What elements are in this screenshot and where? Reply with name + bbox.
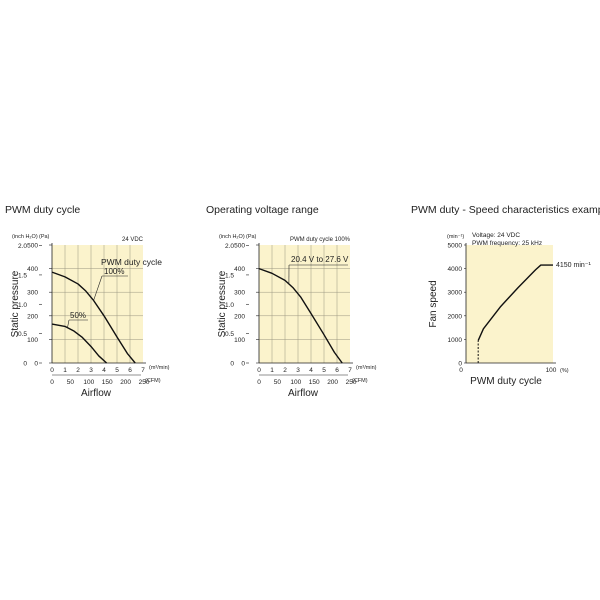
chart1-xtick-cfm: 200 <box>120 379 131 386</box>
chart2-xtick-cfm: 200 <box>327 379 338 386</box>
chart3-plot-area <box>466 245 553 363</box>
chart1-leader-100 <box>93 275 103 301</box>
chart2-ytick-pa: 400 <box>234 266 245 273</box>
chart2-ytick-pa: 500 <box>234 243 245 250</box>
chart2-ytick-inch: 0 <box>230 361 234 368</box>
chart2-series-line <box>258 267 343 364</box>
chart2-xtick: 6 <box>335 367 339 374</box>
chart3-ytick: 0 <box>458 361 462 368</box>
chart2-note: PWM duty cycle 100% <box>290 237 351 243</box>
chart1-xtick: 7 <box>141 367 145 374</box>
chart2-xtick-cfm: 250 <box>346 379 357 386</box>
chart2-y-unit-pa: (Pa) <box>246 234 257 240</box>
chart1-ylabel: Static pressure <box>10 270 21 337</box>
chart1-xtick: 0 <box>50 367 54 374</box>
chart1-series-line <box>51 323 108 364</box>
chart1-y-unit-inch: (inch H₂O) <box>12 234 38 240</box>
chart1-xtick-cfm: 150 <box>102 379 113 386</box>
chart1-title: PWM duty cycle <box>5 204 81 216</box>
chart1-xlabel: Airflow <box>81 388 112 399</box>
chart1-ytick-pa: 100 <box>27 337 38 344</box>
chart3-series-line <box>477 264 553 341</box>
chart3-ytick: 4000 <box>448 266 463 273</box>
chart2-xtick-cfm: 150 <box>309 379 320 386</box>
chart1-ytick-inch: 0 <box>23 361 27 368</box>
chart2-xtick: 7 <box>348 367 352 374</box>
chart3-xtick: 100 <box>546 367 557 374</box>
chart1-annotation-50: 50% <box>70 311 86 320</box>
chart2-xtick: 4 <box>309 367 313 374</box>
chart3-xtick: 0 <box>459 367 463 374</box>
chart3-ylabel: Fan speed <box>428 280 439 327</box>
chart2-xtick: 1 <box>270 367 274 374</box>
chart1-xtick: 3 <box>89 367 93 374</box>
chart2-ylabel: Static pressure <box>217 270 228 337</box>
chart2-xtick-cfm: 100 <box>290 379 301 386</box>
chart1-xtick: 5 <box>115 367 119 374</box>
chart1-annotation-pwm: PWM duty cycle <box>101 257 162 267</box>
chart1-ytick-pa: 500 <box>27 243 38 250</box>
chart3-y-unit: (min⁻¹) <box>447 234 464 240</box>
chart3-note-voltage: Voltage: 24 VDC <box>472 232 520 239</box>
chart3-ytick: 1000 <box>448 337 463 344</box>
chart1-ytick-pa: 400 <box>27 266 38 273</box>
chart3-ytick: 2000 <box>448 313 463 320</box>
chart1-y-unit-pa: (Pa) <box>39 234 50 240</box>
chart1-ytick-pa: 200 <box>27 313 38 320</box>
chart1-xtick-cfm: 50 <box>67 379 75 386</box>
chart2-ytick-inch: 2.0 <box>225 243 234 250</box>
chart3-title: PWM duty - Speed characteristics example <box>411 204 600 216</box>
chart1-note: 24 VDC <box>122 237 144 243</box>
chart1-ytick-pa: 300 <box>27 290 38 297</box>
chart1-x-unit-cfm: (CFM) <box>145 378 161 384</box>
chart1-xtick-cfm: 100 <box>83 379 94 386</box>
chart1-ytick-inch: 1.0 <box>18 302 27 309</box>
chart2-ytick-pa: 200 <box>234 313 245 320</box>
chart2-xtick: 0 <box>257 367 261 374</box>
chart1-x-unit-m3: (m³/min) <box>149 365 170 371</box>
chart1-xtick-cfm: 0 <box>50 379 54 386</box>
chart1-xtick-cfm: 250 <box>139 379 150 386</box>
chart2-xtick: 5 <box>322 367 326 374</box>
chart1-xtick: 4 <box>102 367 106 374</box>
chart2-ytick-pa: 300 <box>234 290 245 297</box>
chart1-xtick: 1 <box>63 367 67 374</box>
chart2-xlabel: Airflow <box>288 388 319 399</box>
chart2-xtick-cfm: 0 <box>257 379 261 386</box>
chart2-annotation-voltage: 20.4 V to 27.6 V <box>291 255 349 264</box>
chart1-ytick-inch: 1.5 <box>18 272 27 279</box>
chart2-title: Operating voltage range <box>206 204 319 216</box>
chart1-xtick: 2 <box>76 367 80 374</box>
chart3-note-frequency: PWM frequency: 25 kHz <box>472 240 542 247</box>
chart1-xtick: 6 <box>128 367 132 374</box>
chart3-annotation-max: 4150 min⁻¹ <box>556 262 591 269</box>
chart1-annotation-100: 100% <box>104 267 124 276</box>
chart3-xlabel: PWM duty cycle <box>470 376 542 387</box>
chart2-ytick-pa: 100 <box>234 337 245 344</box>
chart2-ytick-pa: 0 <box>241 361 245 368</box>
chart3-x-unit: (%) <box>560 368 569 374</box>
chart1-leader-50 <box>67 319 70 328</box>
chart2-x-unit-m3: (m³/min) <box>356 365 377 371</box>
chart2-xtick: 2 <box>283 367 287 374</box>
chart1-ytick-inch: 2.0 <box>18 243 27 250</box>
chart2-ytick-inch: 0.5 <box>225 331 234 338</box>
chart2-xtick-cfm: 50 <box>274 379 282 386</box>
chart2-ytick-inch: 1.0 <box>225 302 234 309</box>
chart1-ytick-inch: 0.5 <box>18 331 27 338</box>
chart1-plot-area <box>52 245 143 363</box>
chart2-y-unit-inch: (inch H₂O) <box>219 234 245 240</box>
chart2-x-unit-cfm: (CFM) <box>352 378 368 384</box>
chart3-ytick: 5000 <box>448 243 463 250</box>
chart3-ytick: 3000 <box>448 290 463 297</box>
chart2-ytick-inch: 1.5 <box>225 272 234 279</box>
chart2-xtick: 3 <box>296 367 300 374</box>
chart1-ytick-pa: 0 <box>34 361 38 368</box>
